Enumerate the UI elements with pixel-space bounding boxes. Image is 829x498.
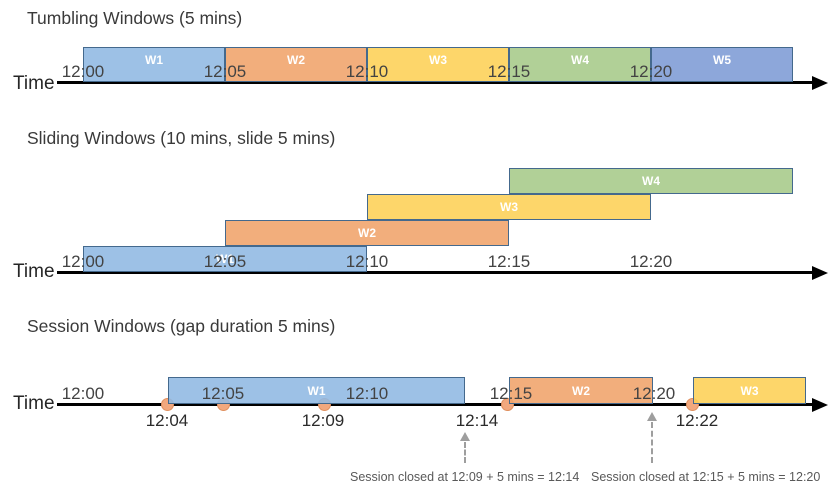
event-time-label: 12:14 bbox=[455, 411, 499, 430]
tumbling-tick: 12:05 bbox=[203, 62, 247, 81]
tumbling-time-axis-label: Time bbox=[13, 73, 55, 94]
callout-arrow-line bbox=[464, 442, 466, 463]
event-time-label: 12:22 bbox=[675, 411, 719, 430]
sliding-tick: 12:05 bbox=[203, 252, 247, 271]
event-time-label: 12:04 bbox=[145, 411, 189, 430]
sliding-window-w2: W2 bbox=[225, 220, 509, 246]
event-time-label: 12:09 bbox=[301, 411, 345, 430]
tumbling-window-w4: W4 bbox=[509, 47, 651, 82]
sliding-time-axis-label: Time bbox=[13, 261, 55, 282]
session-tick: 12:10 bbox=[345, 384, 389, 403]
window-label: W4 bbox=[642, 174, 660, 188]
window-label: W3 bbox=[500, 200, 518, 214]
session-tick: 12:15 bbox=[489, 384, 533, 403]
tumbling-axis-arrowhead-icon bbox=[812, 76, 828, 90]
window-label: W3 bbox=[429, 53, 447, 67]
sliding-tick: 12:00 bbox=[61, 252, 105, 271]
session-tick: 12:05 bbox=[201, 384, 245, 403]
session-time-axis-label: Time bbox=[13, 393, 55, 414]
sliding-tick: 12:15 bbox=[487, 252, 531, 271]
window-label: W3 bbox=[740, 383, 759, 398]
tumbling-window-w2: W2 bbox=[225, 47, 367, 82]
sliding-window-w1: W1 bbox=[83, 246, 367, 272]
window-label: W1 bbox=[145, 53, 163, 67]
session-tick: 12:20 bbox=[632, 384, 676, 403]
session-window-w1: W1 bbox=[168, 377, 465, 404]
window-label: W4 bbox=[571, 53, 589, 67]
sliding-title: Sliding Windows (10 mins, slide 5 mins) bbox=[27, 128, 336, 148]
sliding-window-w3: W3 bbox=[367, 194, 651, 220]
window-label: W5 bbox=[713, 53, 731, 67]
tumbling-window-w1: W1 bbox=[83, 47, 225, 82]
sliding-axis-arrowhead-icon bbox=[812, 266, 828, 280]
tumbling-window-w3: W3 bbox=[367, 47, 509, 82]
sliding-time-axis bbox=[57, 271, 812, 274]
session-time-axis bbox=[57, 403, 812, 406]
sliding-tick: 12:20 bbox=[629, 252, 673, 271]
tumbling-title: Tumbling Windows (5 mins) bbox=[27, 8, 243, 28]
window-label: W1 bbox=[307, 383, 326, 398]
session-closed-note-2: Session closed at 12:15 + 5 mins = 12:20 bbox=[591, 470, 821, 484]
tumbling-tick: 12:10 bbox=[345, 62, 389, 81]
tumbling-time-axis bbox=[57, 81, 812, 84]
tumbling-tick: 12:20 bbox=[629, 62, 673, 81]
window-label: W2 bbox=[287, 53, 305, 67]
callout-arrowhead-icon bbox=[460, 432, 470, 441]
session-title: Session Windows (gap duration 5 mins) bbox=[27, 316, 336, 336]
window-label: W1 bbox=[216, 252, 234, 266]
sliding-tick: 12:10 bbox=[345, 252, 389, 271]
window-label: W2 bbox=[572, 383, 590, 398]
callout-arrowhead-icon bbox=[647, 412, 657, 421]
sliding-window-w4: W4 bbox=[509, 168, 793, 194]
window-label: W2 bbox=[358, 226, 376, 240]
session-tick: 12:00 bbox=[61, 384, 105, 403]
tumbling-tick: 12:00 bbox=[61, 62, 105, 81]
session-window-w3: W3 bbox=[693, 377, 806, 404]
session-axis-arrowhead-icon bbox=[812, 398, 828, 412]
session-window-w2: W2 bbox=[509, 377, 653, 404]
callout-arrow-line bbox=[651, 422, 653, 463]
tumbling-tick: 12:15 bbox=[487, 62, 531, 81]
session-closed-note-1: Session closed at 12:09 + 5 mins = 12:14 bbox=[350, 470, 580, 484]
tumbling-window-w5: W5 bbox=[651, 47, 793, 82]
